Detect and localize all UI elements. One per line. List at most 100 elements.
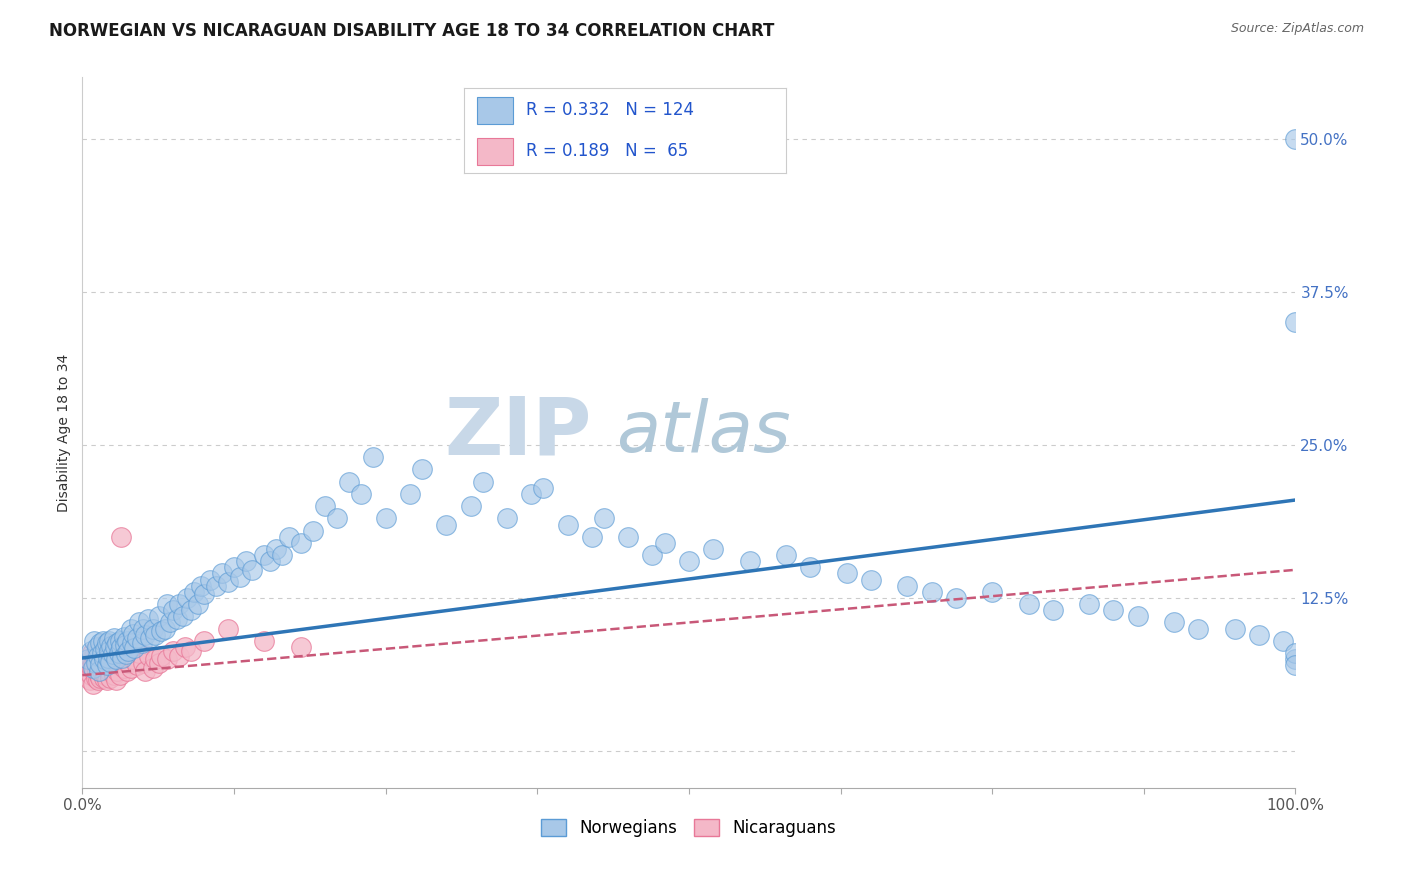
Point: [112, 630, 135, 644]
Point: [104, 640, 127, 654]
Point: [896, 579, 918, 593]
Point: [134, 628, 156, 642]
Point: [100, 639, 122, 653]
Point: [108, 668, 131, 682]
Point: [945, 591, 967, 605]
Point: [1272, 633, 1295, 648]
Point: [76, 665, 98, 679]
Point: [104, 656, 127, 670]
Point: [162, 603, 184, 617]
Point: [520, 487, 543, 501]
Point: [183, 585, 205, 599]
Point: [82, 656, 104, 670]
Point: [169, 648, 191, 663]
Point: [93, 671, 115, 685]
Point: [86, 640, 108, 654]
Point: [96, 673, 118, 687]
Point: [115, 665, 138, 679]
Point: [132, 622, 155, 636]
Point: [411, 462, 433, 476]
Point: [921, 585, 943, 599]
Point: [120, 661, 142, 675]
Point: [981, 585, 1004, 599]
Point: [107, 636, 129, 650]
Point: [86, 665, 108, 679]
Point: [271, 548, 294, 562]
Point: [90, 648, 112, 663]
Point: [143, 652, 166, 666]
Point: [90, 665, 112, 679]
Point: [96, 636, 118, 650]
Point: [111, 651, 134, 665]
Point: [150, 648, 173, 663]
Point: [799, 560, 821, 574]
Point: [162, 643, 184, 657]
Point: [176, 591, 198, 605]
Point: [98, 665, 121, 679]
Point: [132, 656, 155, 670]
Point: [290, 640, 312, 654]
Point: [259, 554, 281, 568]
Point: [217, 622, 239, 636]
Point: [314, 499, 336, 513]
Point: [156, 597, 179, 611]
Point: [77, 658, 100, 673]
Point: [1284, 652, 1306, 666]
Point: [139, 632, 162, 646]
Point: [122, 652, 145, 666]
Point: [702, 541, 724, 556]
Point: [94, 642, 117, 657]
Point: [169, 597, 191, 611]
Point: [114, 638, 136, 652]
Point: [204, 579, 226, 593]
Point: [107, 658, 129, 673]
Point: [98, 643, 121, 657]
Point: [1163, 615, 1185, 630]
Point: [83, 633, 105, 648]
Point: [93, 652, 115, 666]
Point: [96, 658, 118, 673]
Point: [124, 641, 146, 656]
Point: [1284, 131, 1306, 145]
Point: [89, 668, 111, 682]
Point: [134, 665, 156, 679]
Point: [775, 548, 797, 562]
Point: [86, 646, 108, 660]
Point: [90, 646, 112, 660]
Point: [211, 566, 233, 581]
Point: [1126, 609, 1149, 624]
Point: [110, 530, 132, 544]
Point: [277, 530, 299, 544]
Point: [153, 622, 176, 636]
Point: [91, 633, 114, 648]
Point: [87, 648, 110, 663]
Point: [363, 450, 385, 464]
Point: [89, 665, 111, 679]
Point: [84, 656, 107, 670]
Point: [83, 665, 105, 679]
Point: [148, 609, 170, 624]
Point: [120, 622, 142, 636]
Point: [859, 573, 882, 587]
Point: [80, 652, 103, 666]
Point: [253, 633, 276, 648]
Point: [1223, 622, 1246, 636]
Point: [110, 640, 132, 654]
Point: [172, 609, 194, 624]
Point: [103, 632, 125, 646]
Point: [115, 633, 138, 648]
Point: [89, 656, 111, 670]
Point: [835, 566, 858, 581]
Point: [117, 656, 139, 670]
Point: [593, 511, 616, 525]
Point: [101, 661, 124, 675]
Text: NORWEGIAN VS NICARAGUAN DISABILITY AGE 18 TO 34 CORRELATION CHART: NORWEGIAN VS NICARAGUAN DISABILITY AGE 1…: [49, 22, 775, 40]
Point: [738, 554, 761, 568]
Point: [125, 658, 148, 673]
Point: [136, 612, 159, 626]
Point: [1284, 646, 1306, 660]
Point: [98, 655, 121, 669]
Point: [166, 612, 188, 626]
Point: [150, 624, 173, 638]
Point: [460, 499, 482, 513]
